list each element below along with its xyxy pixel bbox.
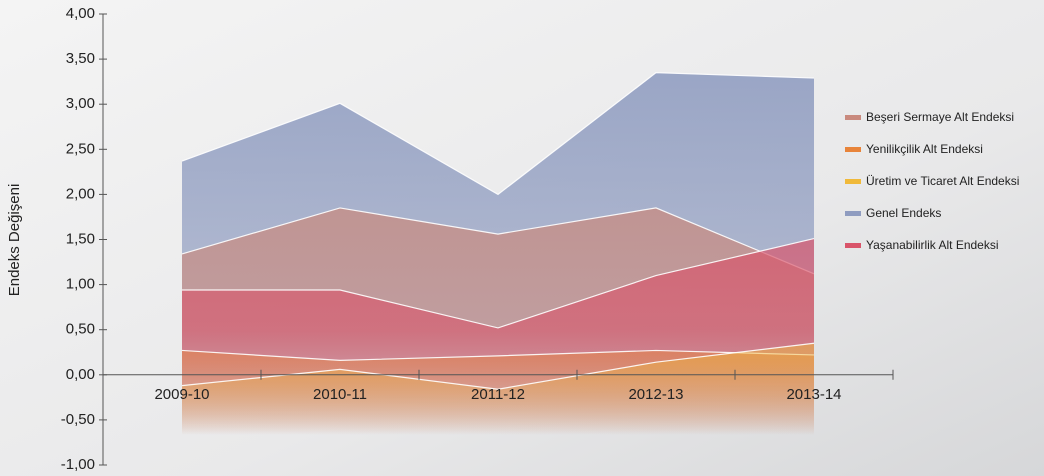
- area-line: [181, 349, 815, 361]
- legend-label: Genel Endeks: [866, 206, 941, 220]
- y-tick-label: -0,50: [61, 411, 95, 428]
- legend-label: Beşeri Sermaye Alt Endeksi: [866, 110, 1014, 124]
- legend-swatch: [845, 243, 861, 248]
- legend-swatch: [845, 179, 861, 184]
- area: [182, 343, 814, 435]
- area-line: [181, 207, 815, 275]
- y-tick-label: 2,50: [66, 140, 95, 157]
- y-axis-label: Endeks Değişeni: [6, 184, 23, 297]
- y-tick-label: 0,50: [66, 321, 95, 338]
- x-tick-label: 2010-11: [313, 386, 367, 403]
- y-tick-label: 4,00: [66, 5, 95, 22]
- legend-label: Yaşanabilirlik Alt Endeksi: [866, 238, 999, 252]
- y-tick-label: 0,00: [66, 366, 95, 383]
- y-tick-label: 1,50: [66, 230, 95, 247]
- x-tick-label: 2012-13: [628, 386, 683, 403]
- y-tick-label: 3,00: [66, 95, 95, 112]
- legend-swatch: [845, 115, 861, 120]
- y-tick-label: 1,00: [66, 276, 95, 293]
- area-line: [181, 72, 815, 196]
- legend-swatch: [845, 211, 861, 216]
- area-line: [182, 238, 815, 329]
- y-tick-label: -1,00: [61, 456, 95, 473]
- legend-label: Üretim ve Ticaret Alt Endeksi: [866, 174, 1019, 188]
- legend-label: Yenilikçilik Alt Endeksi: [866, 142, 983, 156]
- y-tick-label: 2,00: [66, 185, 95, 202]
- x-tick-label: 2013-14: [786, 386, 841, 403]
- y-tick-label: 3,50: [66, 50, 95, 67]
- x-tick-label: 2011-12: [471, 386, 525, 403]
- x-tick-label: 2009-10: [154, 386, 209, 403]
- legend-swatch: [845, 147, 861, 152]
